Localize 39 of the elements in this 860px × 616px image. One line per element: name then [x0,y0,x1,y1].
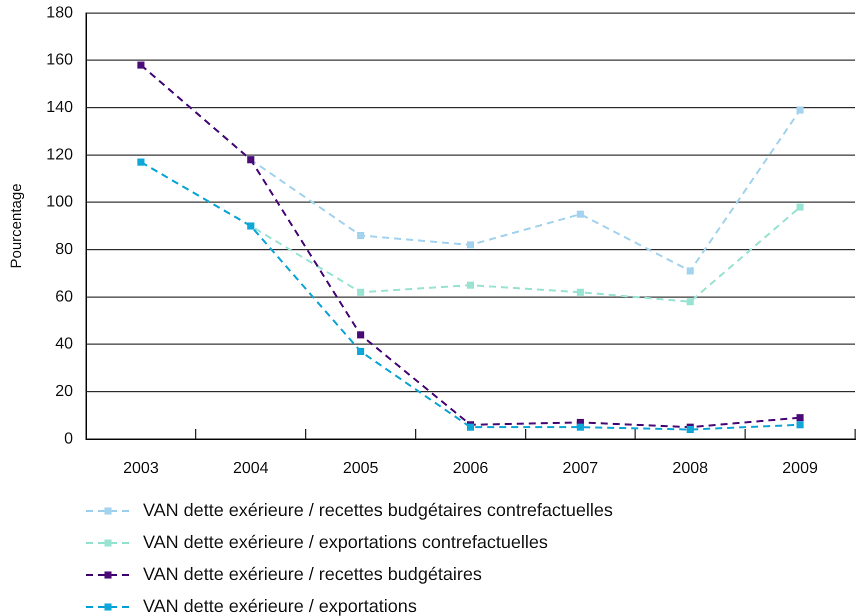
legend-label: VAN dette exérieure / exportations contrefactuelles [143,532,548,552]
y-tick-label: 20 [55,383,74,400]
y-tick-label: 40 [55,336,74,353]
x-tick-label: 2007 [562,460,598,478]
point [576,288,584,296]
point [686,426,694,434]
x-tick-label: 2008 [672,460,708,478]
point [357,348,364,355]
x-tick-label: 2004 [232,460,269,478]
point [796,421,804,428]
x-tick-label: 2006 [452,460,488,478]
point [796,106,804,114]
point [576,424,584,431]
point [796,204,804,211]
y-axis-title: Pourcentage [8,183,26,269]
point [466,282,474,289]
y-tick-label: 140 [46,99,74,116]
x-tick-label: 2003 [123,460,159,478]
point [466,424,474,431]
point [686,298,694,306]
y-tick-label: 180 [46,4,74,22]
y-tick-label: 160 [46,52,74,69]
x-tick-label: 2009 [782,460,818,478]
y-tick-label: 80 [55,241,74,258]
point [796,414,804,422]
point [466,241,474,248]
y-tick-label: 60 [55,288,74,306]
point [357,232,364,239]
point [686,267,694,274]
y-tick-label: 120 [46,146,74,164]
x-tick-label: 2005 [342,460,379,478]
y-tick-label: 0 [64,430,74,448]
point [576,210,584,218]
legend-label: VAN dette exérieure / exportations [143,596,417,616]
point [357,331,364,338]
legend-label: VAN dette exérieure / recettes budgétaires contrefactuelles [143,500,613,520]
point [357,288,364,296]
legend-label: VAN dette exérieure / recettes budgétaires [143,564,482,584]
y-tick-label: 100 [46,194,74,211]
